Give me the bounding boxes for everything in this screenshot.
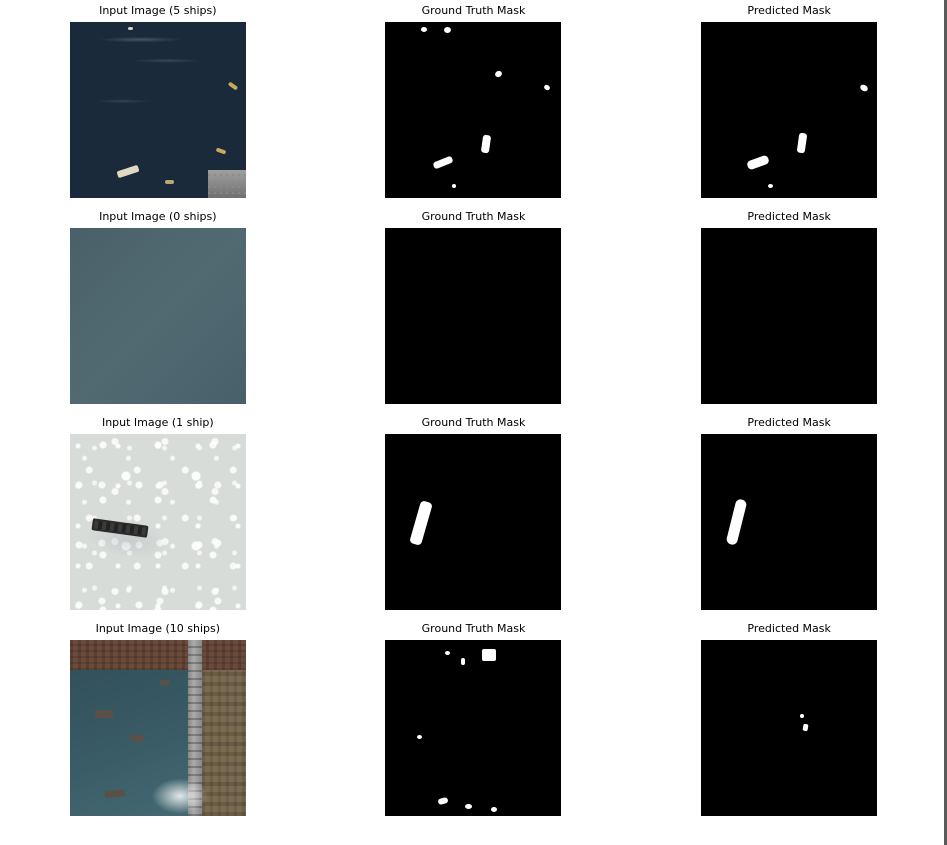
title-r3-gt: Ground Truth Mask	[422, 416, 526, 430]
mask-blob	[465, 804, 472, 809]
mask-blob	[438, 797, 449, 805]
title-r1-input: Input Image (5 ships)	[99, 4, 216, 18]
input-image-r3	[70, 434, 246, 610]
title-r4-gt: Ground Truth Mask	[422, 622, 526, 636]
title-r3-pred: Predicted Mask	[747, 416, 830, 430]
title-r1-pred: Predicted Mask	[747, 4, 830, 18]
mask-blob	[421, 27, 427, 32]
mask-blob	[491, 807, 497, 812]
cell-r4-pred: Predicted Mask	[631, 618, 947, 824]
cell-r1-input: Input Image (5 ships)	[0, 0, 316, 206]
cell-r4-input: Input Image (10 ships)	[0, 618, 316, 824]
cell-r2-input: Input Image (0 ships)	[0, 206, 316, 412]
mask-blob	[859, 84, 869, 93]
pred-mask-r1	[701, 22, 877, 198]
mask-blob	[768, 184, 773, 188]
mask-blob	[800, 714, 804, 718]
mask-blob	[445, 651, 450, 655]
cell-r4-gt: Ground Truth Mask	[316, 618, 632, 824]
input-image-r2	[70, 228, 246, 404]
mask-blob	[797, 132, 808, 153]
gt-mask-r3	[385, 434, 561, 610]
title-r4-pred: Predicted Mask	[747, 622, 830, 636]
cell-r2-pred: Predicted Mask	[631, 206, 947, 412]
title-r2-gt: Ground Truth Mask	[422, 210, 526, 224]
mask-blob	[482, 649, 496, 661]
ship-icon	[165, 180, 174, 184]
mask-blob	[803, 724, 809, 732]
coastline	[208, 170, 246, 198]
mask-blob	[481, 134, 491, 153]
cloud	[140, 771, 220, 816]
mask-blob	[444, 27, 451, 33]
cell-r2-gt: Ground Truth Mask	[316, 206, 632, 412]
input-image-r4	[70, 640, 246, 816]
gt-mask-r4	[385, 640, 561, 816]
title-r4-input: Input Image (10 ships)	[96, 622, 220, 636]
cell-r1-gt: Ground Truth Mask	[316, 0, 632, 206]
title-r2-pred: Predicted Mask	[747, 210, 830, 224]
mask-blob	[452, 184, 456, 188]
cell-r1-pred: Predicted Mask	[631, 0, 947, 206]
ship-icon	[95, 710, 113, 718]
title-r2-input: Input Image (0 ships)	[99, 210, 216, 224]
cell-r3-pred: Predicted Mask	[631, 412, 947, 618]
gt-mask-r2	[385, 228, 561, 404]
mask-blob	[410, 500, 434, 546]
cell-r3-input: Input Image (1 ship)	[0, 412, 316, 618]
mask-blob	[461, 658, 465, 665]
mask-blob	[494, 70, 503, 79]
title-r1-gt: Ground Truth Mask	[422, 4, 526, 18]
title-r3-input: Input Image (1 ship)	[102, 416, 214, 430]
ship-icon	[128, 27, 133, 30]
mask-blob	[417, 735, 422, 739]
mask-blob	[746, 154, 770, 170]
pred-mask-r3	[701, 434, 877, 610]
mask-blob	[543, 84, 551, 91]
ship-icon	[160, 680, 170, 685]
pred-mask-r4	[701, 640, 877, 816]
pred-mask-r2	[701, 228, 877, 404]
result-grid: Input Image (5 ships) Ground Truth Mask …	[0, 0, 947, 824]
gt-mask-r1	[385, 22, 561, 198]
land-top	[70, 640, 246, 670]
mask-blob	[726, 498, 748, 545]
cell-r3-gt: Ground Truth Mask	[316, 412, 632, 618]
mask-blob	[432, 156, 453, 170]
input-image-r1	[70, 22, 246, 198]
